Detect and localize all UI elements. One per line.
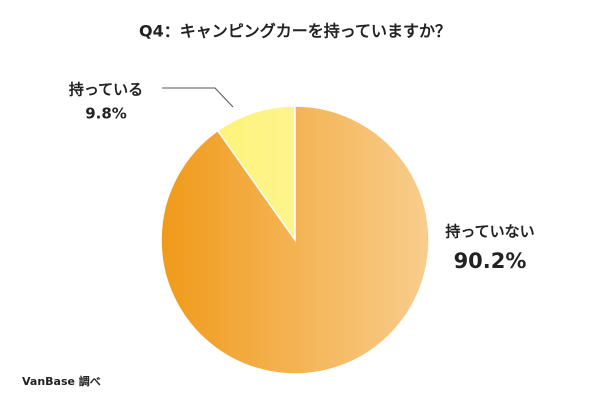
pie-slice xyxy=(216,105,296,243)
value-label: 90.2% xyxy=(454,249,527,273)
source-note: VanBase 調べ xyxy=(22,374,101,388)
pie-slice xyxy=(160,105,430,375)
leader-line xyxy=(162,87,234,108)
chart-title: Q4：キャンピングカーを持っていますか？ xyxy=(139,22,451,41)
slice-label: 持っていない xyxy=(445,223,534,241)
value-label: 9.8% xyxy=(85,105,127,123)
slice-label: 持っている xyxy=(69,81,143,99)
